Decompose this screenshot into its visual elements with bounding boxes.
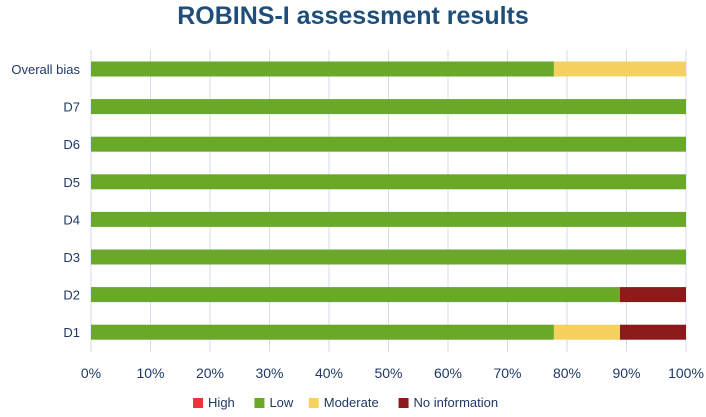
bar-segment-low: [91, 174, 686, 190]
category-labels: Overall bias D7 D6 D5 D4 D3 D2 D1: [11, 62, 80, 340]
category-label: D5: [63, 175, 80, 190]
bar-segment-low: [91, 287, 620, 303]
bar-segment-no-information: [619, 287, 686, 303]
x-tick-label: 70%: [493, 365, 521, 381]
category-label: D2: [63, 288, 80, 303]
legend: High Low Moderate No information: [193, 395, 498, 410]
x-tick-label: 80%: [553, 365, 581, 381]
x-tick-label: 50%: [374, 365, 402, 381]
bar-layer: [91, 61, 686, 340]
x-tick-label: 90%: [612, 365, 640, 381]
legend-swatch: [193, 398, 204, 408]
category-label: D7: [63, 100, 80, 115]
legend-swatch: [308, 398, 319, 408]
legend-label: High: [208, 395, 235, 410]
legend-label: Moderate: [324, 395, 379, 410]
x-tick-label: 10%: [136, 365, 164, 381]
legend-label: Low: [269, 395, 293, 410]
x-tick-label: 40%: [315, 365, 343, 381]
legend-label: No information: [414, 395, 499, 410]
chart-title: ROBINS-I assessment results: [177, 2, 529, 30]
bar-segment-no-information: [619, 324, 686, 340]
bar-segment-moderate: [553, 324, 620, 340]
x-tick-label: 20%: [196, 365, 224, 381]
bar-segment-low: [91, 61, 554, 77]
x-tick-label: 100%: [668, 365, 704, 381]
legend-swatch: [398, 398, 409, 408]
x-tick-labels: 0% 10% 20% 30% 40% 50% 60% 70% 80% 90% 100%: [81, 365, 704, 381]
category-label: Overall bias: [11, 62, 80, 77]
category-label: D3: [63, 250, 80, 265]
legend-swatch: [254, 398, 265, 408]
bar-segment-low: [91, 249, 686, 265]
category-label: D6: [63, 137, 80, 152]
bar-segment-low: [91, 136, 686, 152]
x-tick-label: 60%: [434, 365, 462, 381]
bar-segment-low: [91, 324, 554, 340]
bar-segment-moderate: [553, 61, 686, 77]
category-label: D4: [63, 212, 80, 227]
x-tick-label: 0%: [81, 365, 101, 381]
bar-segment-low: [91, 211, 686, 227]
grid-layer: [90, 50, 687, 352]
x-tick-label: 30%: [255, 365, 283, 381]
category-label: D1: [63, 325, 80, 340]
bar-segment-low: [91, 99, 686, 115]
